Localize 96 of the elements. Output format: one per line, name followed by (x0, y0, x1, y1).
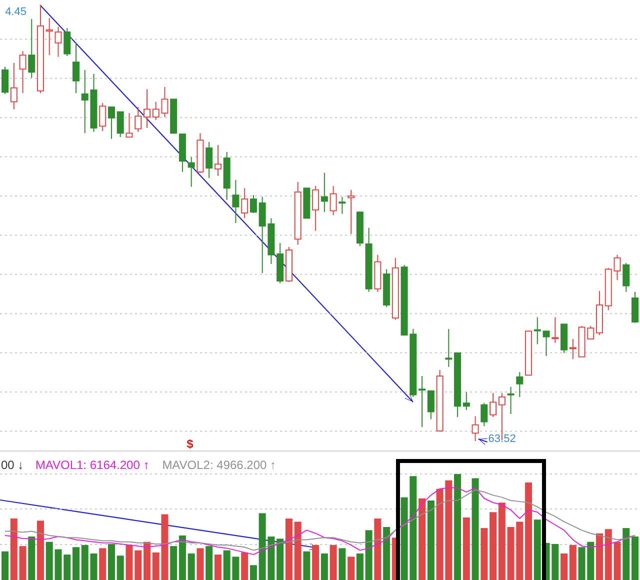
bar (250, 565, 257, 580)
bar (303, 551, 310, 580)
bar (241, 552, 248, 580)
candlestick (206, 141, 213, 179)
bar (498, 502, 506, 580)
bar (462, 517, 470, 580)
candlestick (46, 18, 53, 56)
bar (534, 520, 541, 580)
bar (622, 528, 630, 580)
candlestick (622, 262, 630, 292)
text: MAVOL2: 4966.200 ↑ (162, 458, 276, 472)
bar (116, 556, 124, 580)
candlestick (632, 291, 638, 324)
candlestick (241, 188, 248, 219)
candlestick (108, 106, 115, 140)
candlestick (614, 254, 621, 281)
annotation: $ (186, 437, 194, 451)
bar (206, 546, 213, 580)
bar (525, 482, 532, 580)
bar (632, 536, 638, 580)
candlestick (338, 196, 346, 214)
candlestick (188, 156, 195, 188)
bar (604, 529, 612, 580)
text: MAVOL1: 6164.200 ↑ (35, 458, 150, 472)
bar (480, 528, 488, 580)
bar (596, 533, 604, 580)
bar (356, 554, 364, 580)
bar (560, 554, 568, 580)
bar (285, 518, 292, 580)
candlestick (2, 66, 8, 94)
candlestick (72, 42, 80, 94)
candlestick (445, 328, 452, 368)
bar (134, 550, 142, 580)
bar (320, 554, 328, 580)
bar (196, 548, 204, 580)
candlestick (472, 416, 479, 442)
bar (276, 538, 284, 580)
bar (490, 512, 497, 580)
candlestick (134, 106, 142, 132)
bar (365, 530, 372, 580)
bar (614, 542, 621, 580)
bar (569, 545, 576, 580)
bar (427, 500, 434, 580)
candlestick (490, 392, 497, 418)
bar (454, 474, 462, 580)
candlestick (462, 392, 470, 411)
bar (143, 542, 150, 580)
candlestick (28, 18, 36, 78)
bar (2, 551, 8, 580)
candlestick (320, 172, 328, 213)
annotation: 63.52 (488, 433, 516, 445)
bar (28, 536, 36, 580)
candlestick (418, 376, 426, 428)
candlestick (569, 338, 576, 360)
bar (214, 554, 222, 580)
candlestick (126, 112, 133, 138)
bar (36, 520, 44, 580)
bar (64, 554, 71, 580)
candlestick (54, 26, 62, 58)
candlestick (64, 28, 71, 57)
bar (294, 522, 302, 580)
candlestick (516, 372, 524, 398)
candlestick (143, 88, 150, 128)
bar (108, 544, 115, 580)
candlestick (10, 62, 18, 110)
bar (472, 478, 479, 580)
bar (170, 546, 178, 580)
candlestick (552, 316, 559, 344)
annotation: 4.45 (5, 6, 26, 18)
candlestick (312, 185, 320, 232)
bar (348, 556, 355, 580)
candlestick (214, 144, 222, 176)
candlestick (427, 390, 434, 420)
candlestick (232, 179, 240, 224)
bar (312, 545, 320, 580)
bar (338, 548, 346, 580)
bar (188, 554, 195, 580)
candlestick (99, 102, 106, 132)
candlestick (534, 316, 541, 345)
candlestick (19, 50, 26, 94)
candlestick (542, 330, 550, 356)
candlestick (116, 111, 124, 138)
bar (330, 545, 337, 580)
candlestick (507, 386, 514, 414)
bar (383, 527, 390, 580)
candlestick (250, 194, 257, 214)
bar (126, 545, 133, 580)
text: 00 ↓ (1, 458, 24, 472)
bar (418, 498, 426, 580)
candlestick (348, 189, 355, 234)
candlestick (480, 402, 488, 427)
bar (99, 548, 106, 580)
candlestick (330, 185, 337, 216)
bar (178, 535, 186, 580)
bar (374, 518, 382, 580)
bar (72, 547, 80, 580)
